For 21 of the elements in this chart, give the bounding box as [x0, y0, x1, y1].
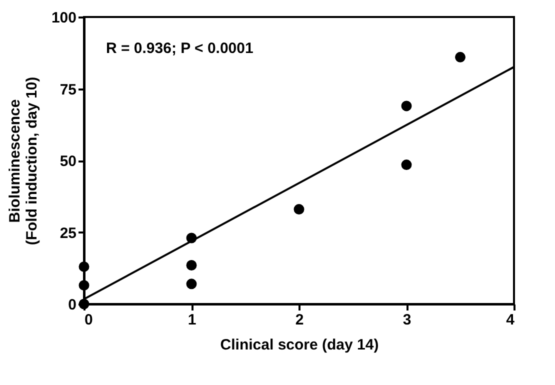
x-tick-label: 0 [84, 312, 93, 328]
x-tick-label: 4 [506, 312, 516, 328]
y-tick-label: 25 [60, 224, 76, 242]
point [455, 52, 466, 62]
x-tick-label: 2 [295, 312, 304, 328]
y-tick-label: 75 [60, 81, 76, 98]
x-tick-label: 1 [188, 312, 196, 328]
x-tick-label: 3 [402, 312, 412, 328]
x-axis-title: Clinical score (day 14) [220, 336, 379, 354]
point [401, 100, 412, 112]
y-tick-label: 0 [68, 296, 76, 314]
point [401, 160, 412, 170]
point [294, 204, 304, 215]
y-tick-label: 100 [51, 10, 76, 26]
point [186, 278, 197, 290]
y-tick-label: 50 [60, 153, 76, 170]
y-axis-title: Bioluminescence (Fold induction, day 10) [6, 76, 40, 246]
point [78, 261, 90, 272]
point [186, 260, 197, 270]
point [78, 280, 90, 291]
annotation: R = 0.936; P < 0.0001 [106, 40, 254, 57]
